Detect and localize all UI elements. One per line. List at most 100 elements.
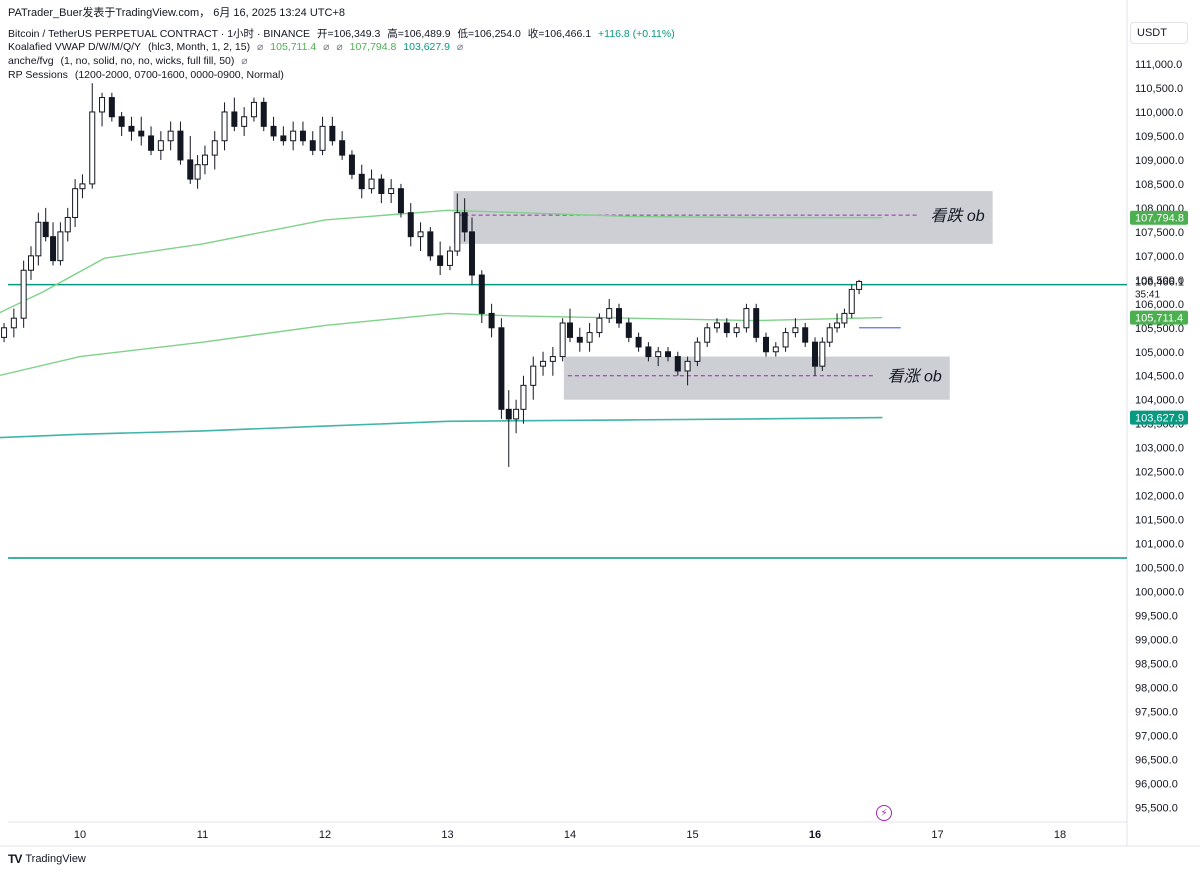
- y-tick-label: 100,500.0: [1135, 563, 1184, 575]
- x-tick-label: 12: [319, 829, 331, 841]
- y-tick-label: 106,500.0: [1135, 275, 1184, 287]
- candle-up: [201, 154, 208, 166]
- candle-down: [187, 159, 194, 180]
- candle-up: [57, 231, 64, 262]
- candle-up: [520, 384, 527, 410]
- y-tick-label: 96,500.0: [1135, 754, 1178, 766]
- candle-up: [540, 360, 547, 367]
- x-tick-label: 16: [809, 829, 821, 841]
- candle-down: [763, 336, 769, 353]
- candle-down: [576, 336, 583, 343]
- candle-down: [723, 322, 730, 334]
- candle-up: [20, 269, 27, 319]
- ohlc-close: 收=106,466.1: [527, 28, 592, 40]
- candle-up: [79, 183, 86, 190]
- candle-down: [148, 135, 155, 151]
- candle-up: [221, 111, 228, 142]
- y-axis: 111,000.0 110,500.0 110,000.0 109,500.0 109,…: [1135, 59, 1184, 814]
- candle-up: [319, 125, 326, 151]
- price-tag-label: 106,466.1: [1135, 276, 1184, 288]
- ohlc-high: 高=106,489.9: [387, 28, 451, 40]
- candle-up: [167, 130, 174, 142]
- candle-up: [35, 221, 42, 257]
- x-tick-label: 18: [1054, 829, 1066, 841]
- y-tick-label: 103,000.0: [1135, 443, 1184, 455]
- candle-up: [694, 341, 701, 362]
- x-tick-label: 11: [197, 829, 208, 841]
- candle-up: [782, 332, 789, 348]
- candle-up: [530, 365, 537, 386]
- vwap-null-value: ⌀: [323, 41, 330, 53]
- candle-up: [596, 317, 603, 334]
- x-tick-label: 13: [441, 829, 453, 841]
- y-tick-label: 96,000.0: [1135, 778, 1178, 790]
- tv-logo-icon: TV: [8, 852, 22, 866]
- countdown-label: 35:41: [1135, 289, 1160, 300]
- candle-up: [559, 322, 566, 358]
- candle-up: [454, 212, 461, 252]
- y-tick-label: 110,500.0: [1135, 83, 1183, 95]
- candle-down: [108, 97, 115, 118]
- y-tick-label: 101,000.0: [1135, 539, 1184, 551]
- attribution: PATrader_Buer发表于TradingView.com， 6月 16, …: [8, 7, 345, 19]
- candle-down: [407, 212, 414, 238]
- candle-up: [856, 280, 863, 290]
- price-tag-box: [1130, 410, 1188, 425]
- candle-down: [280, 135, 287, 142]
- price-tag-label: 105,711.4: [1135, 313, 1183, 325]
- y-tick-label: 100,000.0: [1135, 587, 1184, 599]
- zone-label: 看跌 ob: [930, 207, 984, 225]
- candle-down: [427, 231, 434, 257]
- symbol-title[interactable]: Bitcoin / TetherUS PERPETUAL CONTRACT · …: [8, 28, 311, 40]
- candle-up: [1, 327, 8, 338]
- candle-down: [397, 188, 404, 214]
- candle-up: [549, 356, 556, 362]
- candle-up: [10, 317, 17, 329]
- zone-label: 看涨 ob: [888, 368, 942, 386]
- indicator-params: (hlc3, Month, 1, 2, 15): [147, 41, 251, 53]
- candle-up: [733, 327, 740, 334]
- candle-down: [128, 125, 135, 132]
- candle-down: [329, 125, 336, 142]
- candle-down: [625, 322, 632, 338]
- lightning-icon[interactable]: ⚡: [876, 805, 892, 821]
- horizontal-levels: [8, 283, 1127, 559]
- indicator-sessions[interactable]: RP Sessions (1200-2000, 0700-1600, 0000-…: [8, 69, 288, 81]
- candle-up: [28, 255, 34, 271]
- y-tick-label: 101,500.0: [1135, 515, 1184, 527]
- tradingview-logo[interactable]: TV TradingView: [8, 852, 86, 866]
- y-tick-label: 109,500.0: [1135, 131, 1184, 143]
- candle-down: [674, 356, 681, 372]
- vwap-value: 105,711.4: [270, 41, 317, 53]
- currency-selector[interactable]: USDT: [1130, 22, 1188, 44]
- candle-down: [50, 236, 57, 262]
- y-tick-label: 99,500.0: [1135, 611, 1178, 623]
- candle-down: [645, 346, 652, 358]
- candle-down: [616, 308, 622, 324]
- candle-up: [72, 188, 79, 218]
- y-tick-label: 105,000.0: [1135, 347, 1184, 359]
- y-tick-label: 111,000.0: [1135, 59, 1182, 71]
- candle-up: [64, 216, 71, 233]
- candle-up: [241, 116, 248, 127]
- y-tick-label: 106,000.0: [1135, 299, 1184, 311]
- candle-up: [819, 341, 826, 367]
- y-tick-label: 107,500.0: [1135, 227, 1184, 239]
- vwap-null-value: ⌀: [456, 41, 464, 53]
- indicator-fvg[interactable]: anche/fvg (1, no, solid, no, no, wicks, …: [8, 55, 252, 67]
- candle-up: [194, 164, 201, 180]
- candle-up: [606, 308, 613, 319]
- candle-up: [848, 288, 855, 314]
- candle-up: [792, 327, 799, 334]
- x-tick-label: 15: [686, 829, 698, 841]
- vwap-middle-line: [0, 312, 883, 377]
- candle-up: [826, 327, 833, 343]
- indicator-vwap[interactable]: Koalafied VWAP D/W/M/Q/Y (hlc3, Month, 1…: [8, 41, 467, 53]
- candle-down: [567, 322, 573, 338]
- axis-dividers: [0, 0, 1200, 847]
- candle-up: [586, 332, 593, 343]
- price-tags: 107,794.8 106,466.135:41 105,711.4 103,627.…: [1130, 210, 1188, 425]
- price-tag-box: [1130, 210, 1188, 225]
- y-tick-label: 102,000.0: [1135, 491, 1184, 503]
